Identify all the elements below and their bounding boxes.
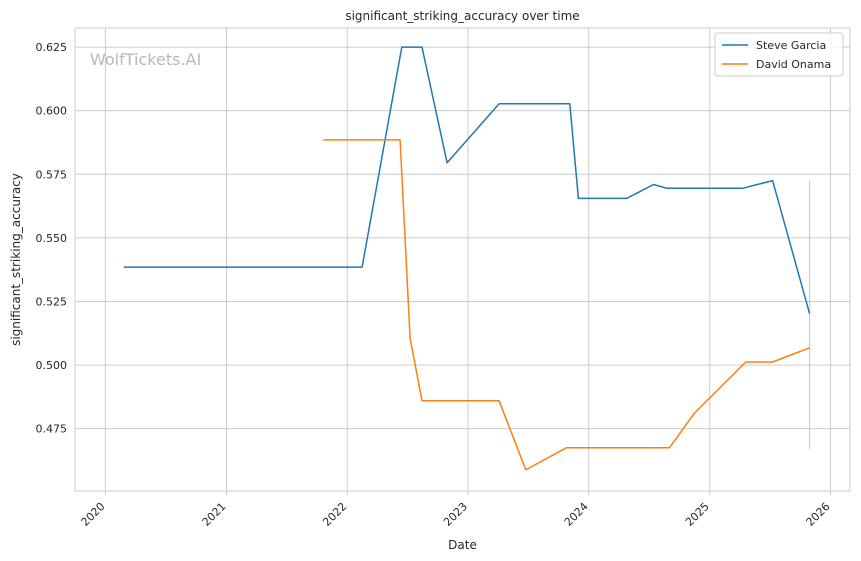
y-tick-label: 0.550 bbox=[36, 232, 68, 245]
x-tick-label: 2023 bbox=[441, 500, 470, 529]
legend-label-steve-garcia: Steve Garcia bbox=[756, 39, 826, 52]
y-tick-label: 0.525 bbox=[36, 295, 68, 308]
x-tick-label: 2021 bbox=[200, 500, 229, 529]
legend: Steve Garcia David Onama bbox=[714, 32, 844, 77]
x-axis-title: Date bbox=[448, 538, 477, 552]
series-lines bbox=[123, 46, 811, 471]
x-tick-label: 2026 bbox=[804, 500, 833, 529]
y-axis-ticks: 0.475 0.500 0.525 0.550 0.575 0.600 0.625 bbox=[36, 41, 68, 436]
x-tick-label: 2025 bbox=[683, 500, 712, 529]
legend-box bbox=[714, 32, 844, 77]
y-tick-label: 0.500 bbox=[36, 359, 68, 372]
x-tick-label: 2020 bbox=[79, 500, 108, 529]
y-tick-label: 0.475 bbox=[36, 423, 68, 436]
y-tick-label: 0.575 bbox=[36, 168, 68, 181]
legend-label-david-onama: David Onama bbox=[756, 58, 831, 71]
watermark: WolfTickets.AI bbox=[90, 50, 201, 69]
y-tick-label: 0.625 bbox=[36, 41, 68, 54]
x-tick-label: 2022 bbox=[320, 500, 349, 529]
y-axis-title: significant_striking_accuracy bbox=[9, 173, 23, 346]
series-line-david-onama bbox=[323, 139, 810, 471]
y-tick-label: 0.600 bbox=[36, 105, 68, 118]
x-axis-ticks: 2020 2021 2022 2023 2024 2025 2026 bbox=[79, 491, 833, 529]
grid bbox=[75, 28, 850, 491]
series-line-steve-garcia bbox=[123, 46, 811, 314]
chart-title: significant_striking_accuracy over time bbox=[345, 9, 579, 23]
plot-frame bbox=[74, 27, 851, 492]
x-tick-label: 2024 bbox=[562, 500, 591, 529]
